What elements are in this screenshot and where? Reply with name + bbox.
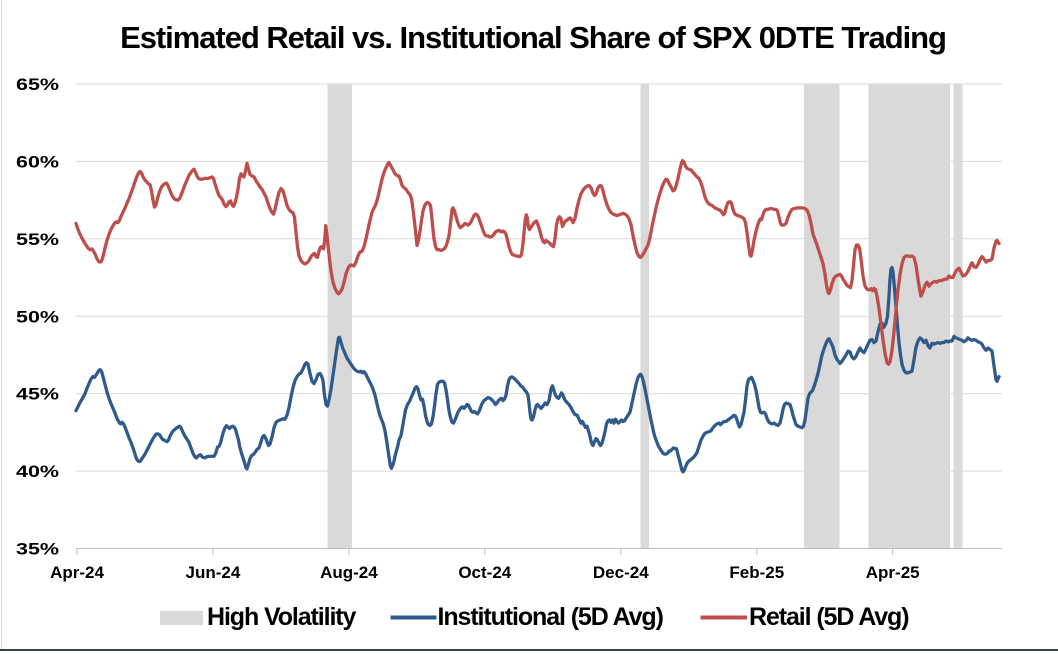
- svg-text:50%: 50%: [16, 307, 59, 326]
- svg-text:45%: 45%: [16, 385, 59, 404]
- svg-text:Institutional (5D Avg): Institutional (5D Avg): [438, 603, 664, 631]
- svg-text:Retail (5D Avg): Retail (5D Avg): [749, 603, 909, 631]
- svg-text:Jun-24: Jun-24: [186, 563, 241, 582]
- svg-text:60%: 60%: [16, 152, 59, 171]
- svg-text:Dec-24: Dec-24: [593, 563, 649, 582]
- svg-text:55%: 55%: [16, 230, 59, 249]
- svg-text:Aug-24: Aug-24: [320, 563, 378, 582]
- svg-text:Oct-24: Oct-24: [458, 563, 511, 582]
- svg-text:Apr-24: Apr-24: [50, 563, 104, 582]
- svg-text:35%: 35%: [16, 540, 59, 559]
- svg-text:Apr-25: Apr-25: [866, 563, 920, 582]
- svg-text:40%: 40%: [16, 462, 59, 481]
- svg-text:High Volatility: High Volatility: [207, 603, 357, 631]
- svg-text:65%: 65%: [16, 75, 59, 94]
- svg-text:Estimated Retail vs. Instituti: Estimated Retail vs. Institutional Share…: [120, 20, 946, 55]
- svg-text:Feb-25: Feb-25: [729, 563, 784, 582]
